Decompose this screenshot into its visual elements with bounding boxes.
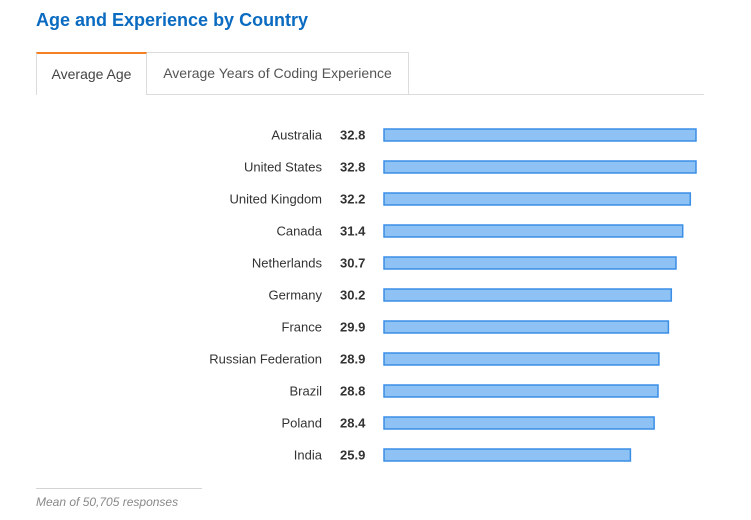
value-label-netherlands: 30.7 — [340, 256, 365, 271]
bar-chart: Australia 32.8 United States 32.8 United Kin… — [36, 118, 704, 478]
chart-title: Age and Experience by Country — [36, 10, 309, 30]
bar-netherlands — [383, 256, 677, 270]
value-label-united-states: 32.8 — [340, 160, 365, 175]
value-label-united-kingdom: 32.2 — [340, 192, 365, 207]
footnote: Mean of 50,705 responses — [36, 495, 179, 509]
bar-germany — [383, 288, 673, 302]
tab-average-age[interactable]: Average Age — [36, 52, 147, 95]
bar-russian-federation — [383, 352, 660, 366]
bar-india — [383, 448, 632, 462]
bar-united-kingdom — [383, 192, 692, 206]
bar-poland — [383, 416, 655, 430]
category-label-brazil: Brazil — [289, 384, 322, 399]
bar-united-states — [383, 160, 697, 174]
value-label-russian-federation: 28.9 — [340, 352, 365, 367]
value-label-india: 25.9 — [340, 448, 365, 463]
bar-australia — [383, 128, 697, 142]
bar-chart-svg: Australia 32.8 United States 32.8 United Kin… — [209, 128, 697, 463]
value-label-brazil: 28.8 — [340, 384, 365, 399]
value-label-france: 29.9 — [340, 320, 365, 335]
tab-average-coding-experience[interactable]: Average Years of Coding Experience — [147, 52, 409, 94]
footnote-divider — [36, 488, 202, 489]
value-label-germany: 30.2 — [340, 288, 365, 303]
category-label-australia: Australia — [271, 128, 322, 143]
bar-canada — [383, 224, 684, 238]
category-label-poland: Poland — [282, 416, 322, 431]
category-label-canada: Canada — [276, 224, 322, 239]
bar-france — [383, 320, 670, 334]
category-label-russian-federation: Russian Federation — [209, 352, 322, 367]
bar-brazil — [383, 384, 659, 398]
value-label-canada: 31.4 — [340, 224, 366, 239]
category-label-india: India — [294, 448, 323, 463]
category-label-united-kingdom: United Kingdom — [230, 192, 323, 207]
category-label-france: France — [282, 320, 322, 335]
value-label-australia: 32.8 — [340, 128, 365, 143]
tab-bar: Average Age Average Years of Coding Expe… — [36, 52, 704, 95]
category-label-united-states: United States — [244, 160, 323, 175]
category-label-netherlands: Netherlands — [252, 256, 323, 271]
category-label-germany: Germany — [269, 288, 323, 303]
value-label-poland: 28.4 — [340, 416, 366, 431]
